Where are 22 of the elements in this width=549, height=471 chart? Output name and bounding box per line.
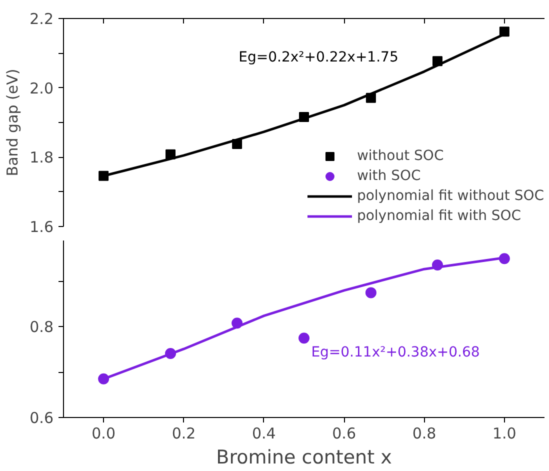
y-tick-label: 2.0 [30, 79, 54, 98]
y-tick-label: 0.8 [30, 318, 54, 336]
legend-label: with SOC [356, 168, 421, 184]
point [298, 332, 310, 344]
x-tick-label: 1.0 [492, 424, 516, 442]
x-tick-label: 0.0 [92, 424, 116, 442]
annotation: Eg=0.11x²+0.38x+0.68 [311, 344, 480, 360]
x-tick-label: 0.2 [172, 424, 196, 442]
y-tick-label: 0.6 [30, 409, 54, 427]
annotation: Eg=0.2x²+0.22x+1.75 [238, 50, 398, 66]
y-tick-label: 1.8 [30, 148, 54, 167]
point [365, 287, 376, 298]
legend-label: polynomial fit without SOC [356, 188, 544, 204]
x-tick-label: 0.4 [252, 424, 276, 442]
legend-label: without SOC [356, 148, 444, 164]
y-tick-label: 2.2 [30, 10, 54, 28]
x-tick-label: 0.8 [412, 424, 436, 442]
legend-label: polynomial fit with SOC [356, 208, 522, 224]
y-tick-label: 1.6 [30, 218, 54, 236]
x-tick-label: 0.6 [332, 424, 356, 442]
x-axis-title: Bromine content x [216, 446, 392, 468]
y-axis-title: Band gap (eV) [4, 68, 22, 176]
